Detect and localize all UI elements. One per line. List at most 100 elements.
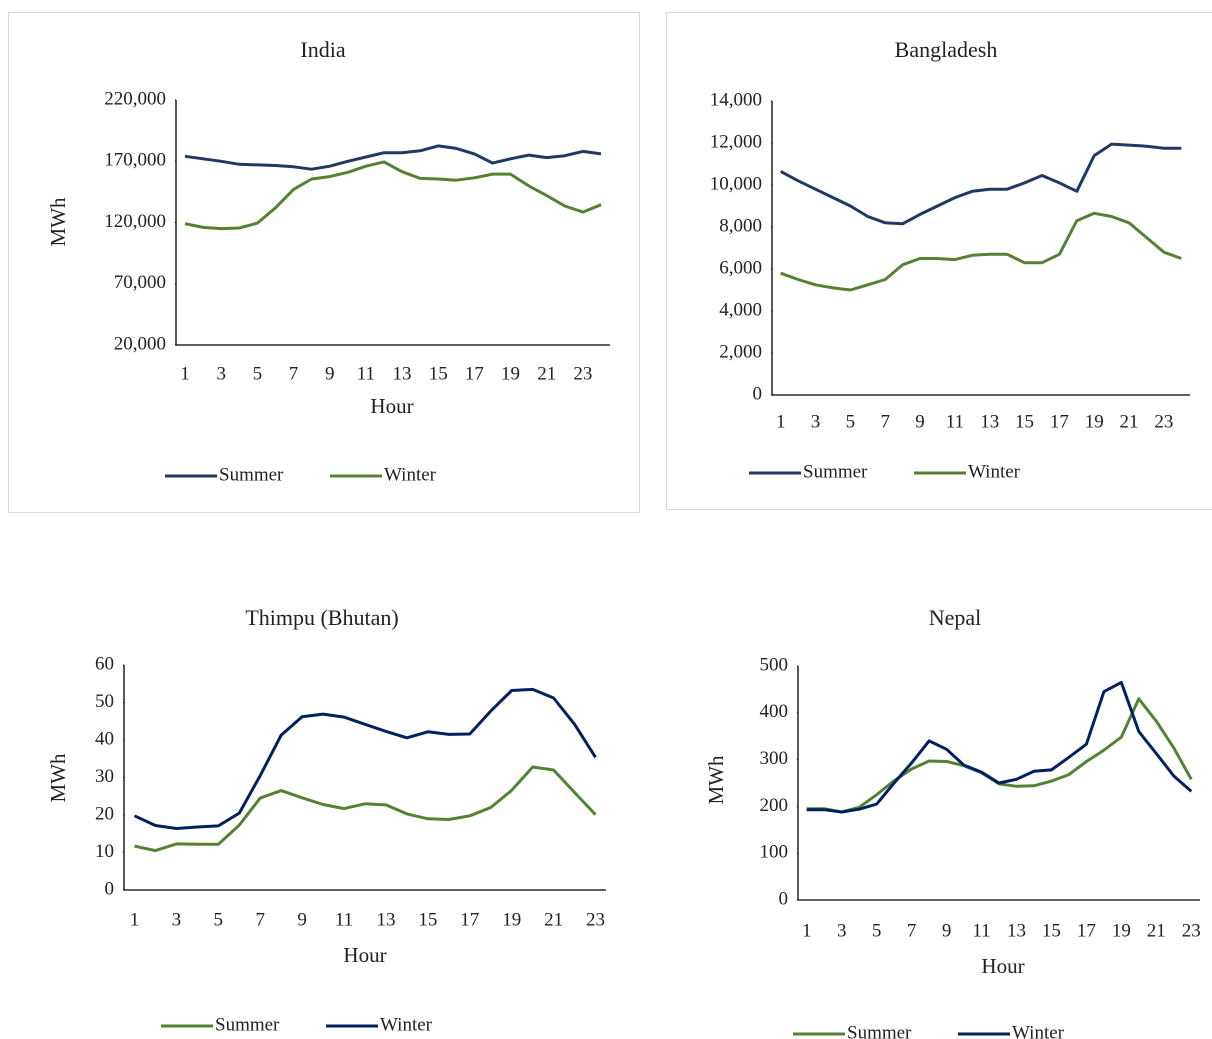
- y-tick-label: 40: [95, 728, 114, 749]
- x-tick-label: 9: [915, 411, 925, 432]
- x-tick-label: 7: [255, 909, 265, 930]
- x-tick-label: 5: [872, 920, 882, 941]
- x-tick-label: 1: [802, 920, 812, 941]
- x-tick-label: 13: [1007, 920, 1026, 941]
- legend-label: Winter: [380, 1014, 433, 1035]
- x-tick-label: 1: [180, 363, 190, 384]
- legend-label: Summer: [215, 1014, 280, 1035]
- y-tick-label: 400: [760, 701, 789, 722]
- x-tick-label: 15: [1042, 920, 1061, 941]
- y-tick-label: 220,000: [104, 88, 166, 109]
- y-tick-label: 0: [779, 888, 789, 909]
- x-tick-label: 3: [811, 411, 821, 432]
- x-tick-label: 17: [1050, 411, 1069, 432]
- legend-label: Summer: [847, 1022, 912, 1039]
- x-tick-label: 21: [1120, 411, 1139, 432]
- chart-title: Thimpu (Bhutan): [245, 605, 398, 630]
- x-tick-label: 13: [376, 909, 395, 930]
- y-tick-label: 30: [95, 766, 114, 787]
- x-tick-label: 21: [544, 909, 563, 930]
- y-tick-label: 300: [760, 748, 789, 769]
- y-tick-label: 0: [753, 383, 763, 404]
- x-tick-label: 23: [1182, 920, 1201, 941]
- x-tick-label: 9: [942, 920, 952, 941]
- series-line: [806, 680, 1193, 814]
- x-tick-label: 11: [357, 363, 375, 384]
- legend-label: Winter: [1012, 1022, 1065, 1039]
- legend-label: Summer: [219, 464, 284, 485]
- x-tick-label: 1: [130, 909, 140, 930]
- series-line: [133, 687, 597, 830]
- x-tick-label: 5: [214, 909, 224, 930]
- x-tick-label: 15: [418, 909, 437, 930]
- y-tick-label: 8,000: [719, 215, 762, 236]
- legend-label: Winter: [968, 461, 1021, 482]
- x-tick-label: 7: [880, 411, 890, 432]
- series-line: [780, 211, 1182, 292]
- series-line: [184, 144, 602, 171]
- y-tick-label: 10: [95, 841, 114, 862]
- x-tick-label: 17: [465, 363, 484, 384]
- x-tick-label: 5: [253, 363, 263, 384]
- x-tick-label: 15: [1015, 411, 1034, 432]
- x-tick-label: 15: [429, 363, 448, 384]
- x-tick-label: 23: [586, 909, 605, 930]
- x-axis-label: Hour: [343, 943, 386, 967]
- x-tick-label: 5: [846, 411, 856, 432]
- x-axis-label: Hour: [981, 954, 1024, 978]
- y-tick-label: 2,000: [719, 341, 762, 362]
- x-tick-label: 7: [289, 363, 299, 384]
- x-tick-label: 3: [216, 363, 226, 384]
- y-tick-label: 0: [105, 878, 115, 899]
- x-tick-label: 19: [1112, 920, 1131, 941]
- y-tick-label: 100: [760, 842, 789, 863]
- x-axis-label: Hour: [370, 394, 413, 418]
- y-tick-label: 20,000: [114, 333, 166, 354]
- x-tick-label: 13: [980, 411, 999, 432]
- chart-title: Bangladesh: [895, 37, 998, 62]
- y-tick-label: 60: [95, 653, 114, 674]
- y-tick-label: 12,000: [710, 131, 762, 152]
- x-tick-label: 17: [1077, 920, 1096, 941]
- x-tick-label: 23: [1154, 411, 1173, 432]
- y-tick-label: 170,000: [104, 150, 166, 171]
- y-tick-label: 70,000: [114, 272, 166, 293]
- y-axis-label: MWh: [46, 197, 70, 246]
- x-tick-label: 21: [1147, 920, 1166, 941]
- x-tick-label: 11: [946, 411, 964, 432]
- y-tick-label: 6,000: [719, 257, 762, 278]
- x-tick-label: 23: [573, 363, 592, 384]
- series-line: [134, 765, 597, 853]
- y-tick-label: 20: [95, 803, 114, 824]
- y-tick-label: 4,000: [719, 299, 762, 320]
- chart-title: India: [300, 37, 345, 62]
- series-line: [779, 142, 1182, 226]
- y-axis-label: MWh: [704, 755, 728, 804]
- x-tick-label: 21: [537, 363, 556, 384]
- legend-label: Summer: [803, 461, 868, 482]
- x-tick-label: 9: [325, 363, 335, 384]
- panel-border: [8, 12, 640, 513]
- y-tick-label: 500: [760, 654, 789, 675]
- x-tick-label: 1: [776, 411, 786, 432]
- x-tick-label: 3: [837, 920, 847, 941]
- x-tick-label: 13: [393, 363, 412, 384]
- y-tick-label: 120,000: [104, 211, 166, 232]
- x-tick-label: 11: [335, 909, 353, 930]
- x-tick-label: 9: [297, 909, 307, 930]
- legend-label: Winter: [384, 464, 437, 485]
- y-axis-label: MWh: [46, 753, 70, 802]
- y-tick-label: 10,000: [710, 173, 762, 194]
- x-tick-label: 17: [460, 909, 479, 930]
- x-tick-label: 7: [907, 920, 917, 941]
- y-tick-label: 200: [760, 795, 789, 816]
- x-tick-label: 19: [501, 363, 520, 384]
- chart-title: Nepal: [929, 605, 982, 630]
- x-tick-label: 19: [1085, 411, 1104, 432]
- x-tick-label: 19: [502, 909, 521, 930]
- y-tick-label: 50: [95, 691, 114, 712]
- y-tick-label: 14,000: [710, 89, 762, 110]
- x-tick-label: 3: [172, 909, 182, 930]
- series-line: [184, 160, 602, 231]
